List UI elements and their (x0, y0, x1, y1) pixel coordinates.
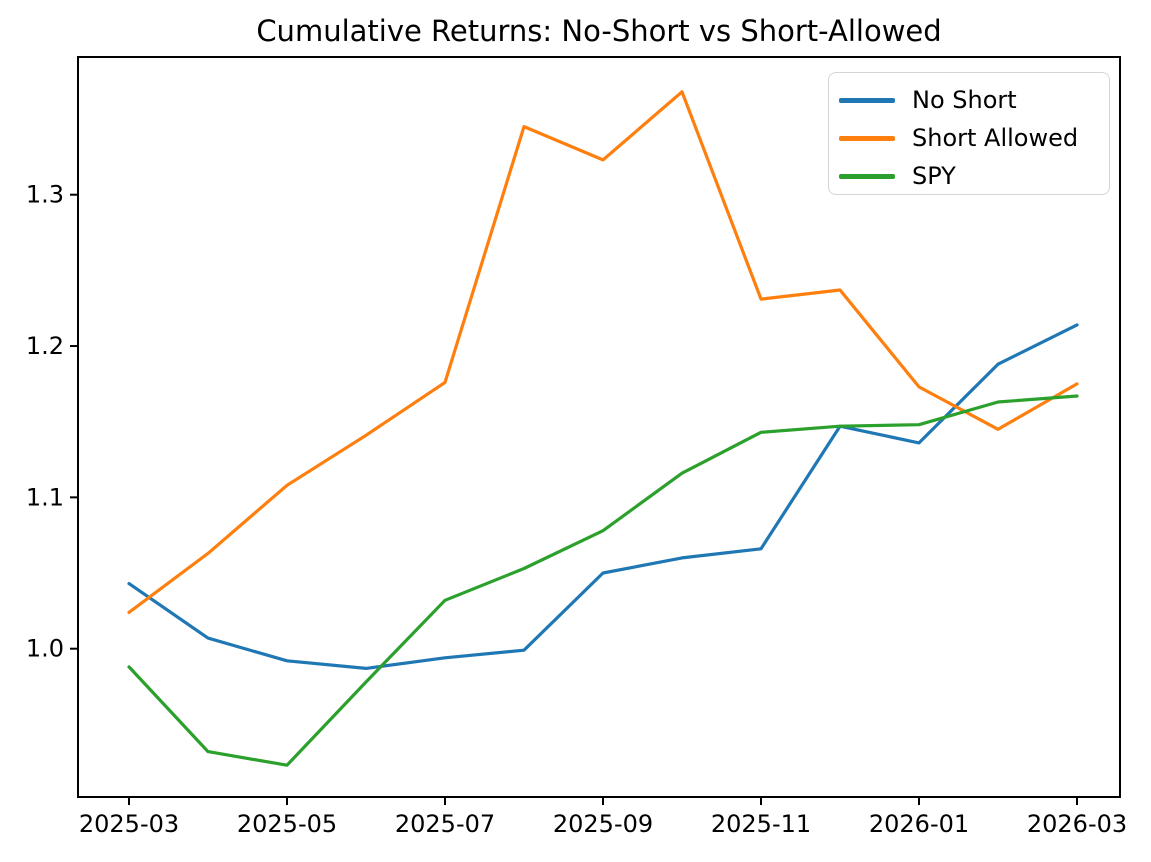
x-tick-label: 2026-01 (869, 810, 969, 838)
series-line-spy (127, 394, 1079, 767)
x-tick-label: 2025-09 (553, 810, 653, 838)
plot-area-border (77, 56, 1121, 798)
x-tick-label: 2025-05 (237, 810, 337, 838)
series-layer (127, 90, 1079, 767)
y-tick-label: 1.1 (26, 483, 64, 511)
legend-label: SPY (912, 162, 956, 190)
legend-label: Short Allowed (912, 124, 1079, 152)
y-tick-label: 1.0 (26, 635, 64, 663)
legend-item-no-short: No Short (829, 81, 1109, 119)
y-tick-label: 1.3 (26, 181, 64, 209)
axes-layer: 1.0 1.1 1.2 1.3 2025-03 2025-05 2025-07 2025-09… (26, 56, 1127, 838)
series-line-short-allowed (127, 90, 1079, 615)
chart-title: Cumulative Returns: No-Short vs Short-Al… (256, 14, 941, 48)
series-line-no-short (127, 323, 1079, 671)
legend-swatch-no-short (839, 97, 895, 103)
x-tick-label: 2025-11 (711, 810, 811, 838)
x-tick-label: 2026-03 (1027, 810, 1127, 838)
x-tick-label: 2025-03 (79, 810, 179, 838)
legend-item-spy: SPY (829, 157, 1109, 195)
x-tick-label: 2025-07 (395, 810, 495, 838)
legend-label: No Short (912, 86, 1017, 114)
legend-swatch-spy (839, 173, 895, 179)
legend-swatch-short-allowed (839, 135, 895, 141)
legend: No Short Short Allowed SPY (828, 72, 1110, 195)
legend-item-short-allowed: Short Allowed (829, 119, 1109, 157)
y-tick-label: 1.2 (26, 332, 64, 360)
